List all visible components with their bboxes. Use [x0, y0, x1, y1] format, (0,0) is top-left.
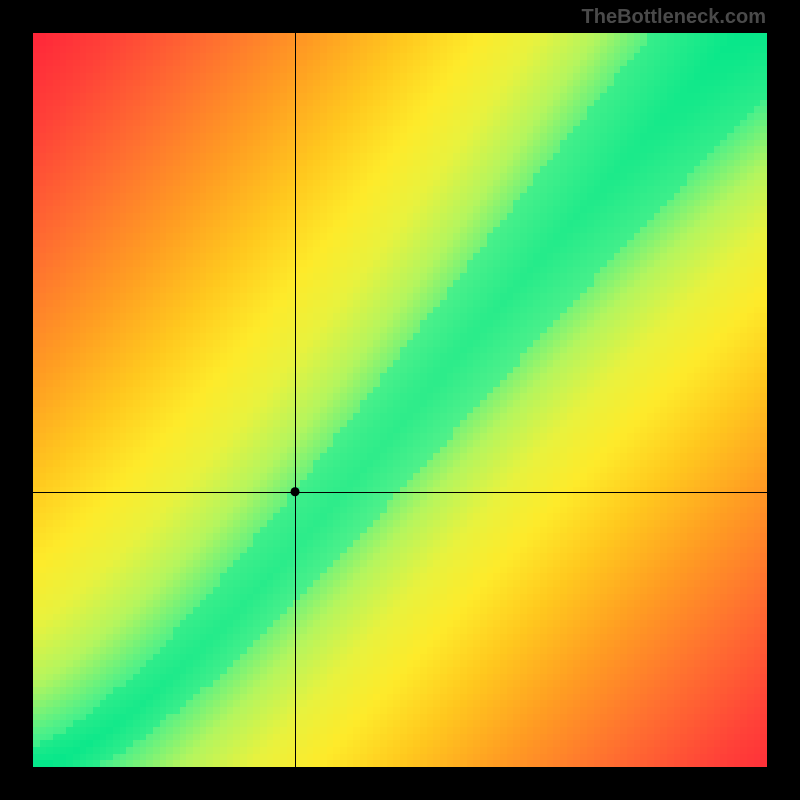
- chart-container: TheBottleneck.com: [0, 0, 800, 800]
- bottleneck-heatmap: [0, 0, 800, 800]
- watermark: TheBottleneck.com: [582, 6, 766, 29]
